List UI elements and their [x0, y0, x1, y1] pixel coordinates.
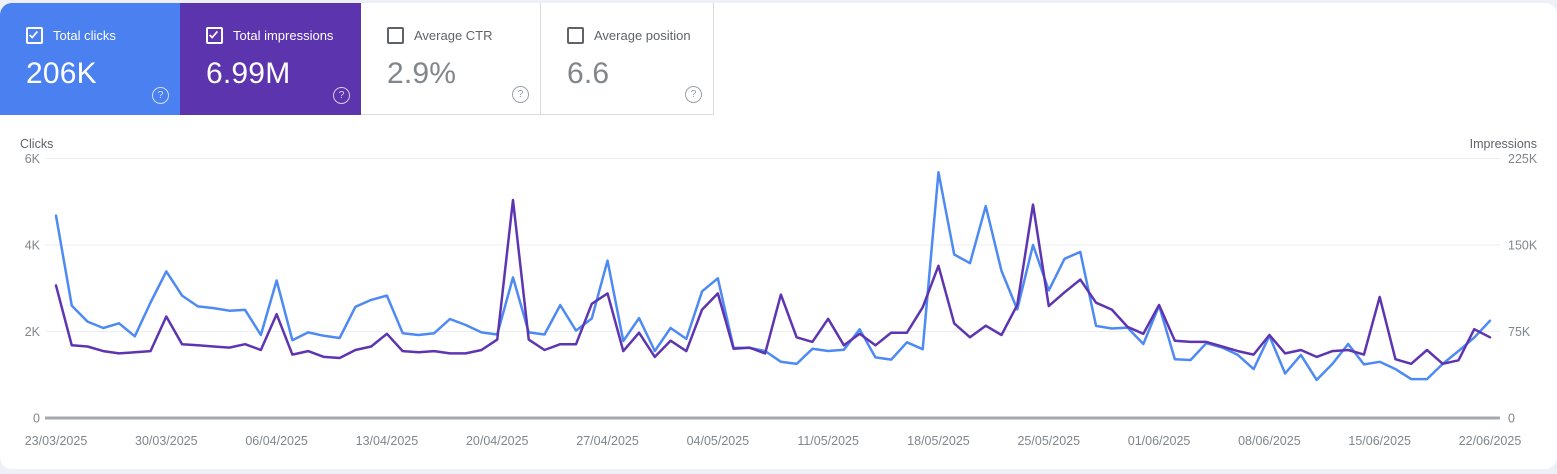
metric-cards-row: Total clicks 206K ? Total impressions 6.… — [0, 3, 1557, 115]
performance-chart: 6K 225K 4K 150K 2K 75K 0 0 Clicks Impressions 23/0… — [20, 137, 1538, 448]
card-header: Total clicks — [26, 27, 180, 44]
checkbox-check-icon — [28, 30, 39, 39]
performance-panel: Total clicks 206K ? Total impressions 6.… — [0, 3, 1557, 469]
left-axis-title: Clicks — [20, 137, 53, 151]
left-axis-tick-label: 2K — [25, 325, 41, 339]
average-ctr-value: 2.9% — [387, 57, 457, 90]
right-axis-tick-label: 150K — [1508, 239, 1538, 253]
right-axis-title: Impressions — [1470, 137, 1537, 151]
card-header: Average CTR — [387, 27, 540, 44]
x-axis-label: 15/06/2025 — [1348, 434, 1411, 448]
x-axis-label: 30/03/2025 — [135, 434, 198, 448]
card-label: Average position — [594, 28, 691, 43]
card-label: Total clicks — [53, 28, 116, 43]
x-axis-label: 01/06/2025 — [1128, 434, 1191, 448]
help-icon[interactable]: ? — [512, 86, 529, 103]
card-header: Total impressions — [206, 27, 361, 44]
help-icon[interactable]: ? — [685, 86, 702, 103]
x-axis-label: 18/05/2025 — [907, 434, 970, 448]
total-impressions-value: 6.99M — [206, 57, 291, 90]
left-axis-tick-label: 6K — [25, 152, 41, 166]
card-label: Total impressions — [233, 28, 334, 43]
average-ctr-checkbox[interactable] — [387, 27, 404, 44]
checkbox-check-icon — [208, 30, 219, 39]
x-axis-label: 27/04/2025 — [576, 434, 639, 448]
x-axis-label: 08/06/2025 — [1238, 434, 1301, 448]
average-position-value: 6.6 — [567, 57, 610, 90]
average-position-card[interactable]: Average position 6.6 ? — [541, 3, 714, 115]
right-axis-tick-label: 0 — [1508, 412, 1515, 426]
average-position-checkbox[interactable] — [567, 27, 584, 44]
x-axis-label: 04/05/2025 — [687, 434, 750, 448]
left-axis-tick-label: 0 — [33, 412, 40, 426]
total-impressions-card[interactable]: Total impressions 6.99M ? — [180, 3, 361, 115]
chart-line-clicks — [54, 171, 1492, 382]
x-axis-label: 22/06/2025 — [1459, 434, 1522, 448]
right-axis-tick-label: 225K — [1508, 152, 1538, 166]
x-axis-label: 23/03/2025 — [25, 434, 88, 448]
total-impressions-checkbox[interactable] — [206, 27, 223, 44]
help-icon[interactable]: ? — [152, 87, 169, 104]
x-axis-label: 20/04/2025 — [466, 434, 529, 448]
chart-line-impressions — [54, 198, 1492, 366]
card-label: Average CTR — [414, 28, 493, 43]
x-axis-label: 06/04/2025 — [245, 434, 308, 448]
x-axis-label: 25/05/2025 — [1017, 434, 1080, 448]
x-axis-label: 13/04/2025 — [356, 434, 419, 448]
help-icon[interactable]: ? — [333, 87, 350, 104]
average-ctr-card[interactable]: Average CTR 2.9% ? — [361, 3, 541, 115]
x-axis-label: 11/05/2025 — [797, 434, 859, 448]
total-clicks-value: 206K — [26, 57, 97, 90]
right-axis-tick-label: 75K — [1508, 325, 1531, 339]
left-axis-tick-label: 4K — [25, 239, 41, 253]
total-clicks-card[interactable]: Total clicks 206K ? — [0, 3, 180, 115]
total-clicks-checkbox[interactable] — [26, 27, 43, 44]
card-header: Average position — [567, 27, 713, 44]
